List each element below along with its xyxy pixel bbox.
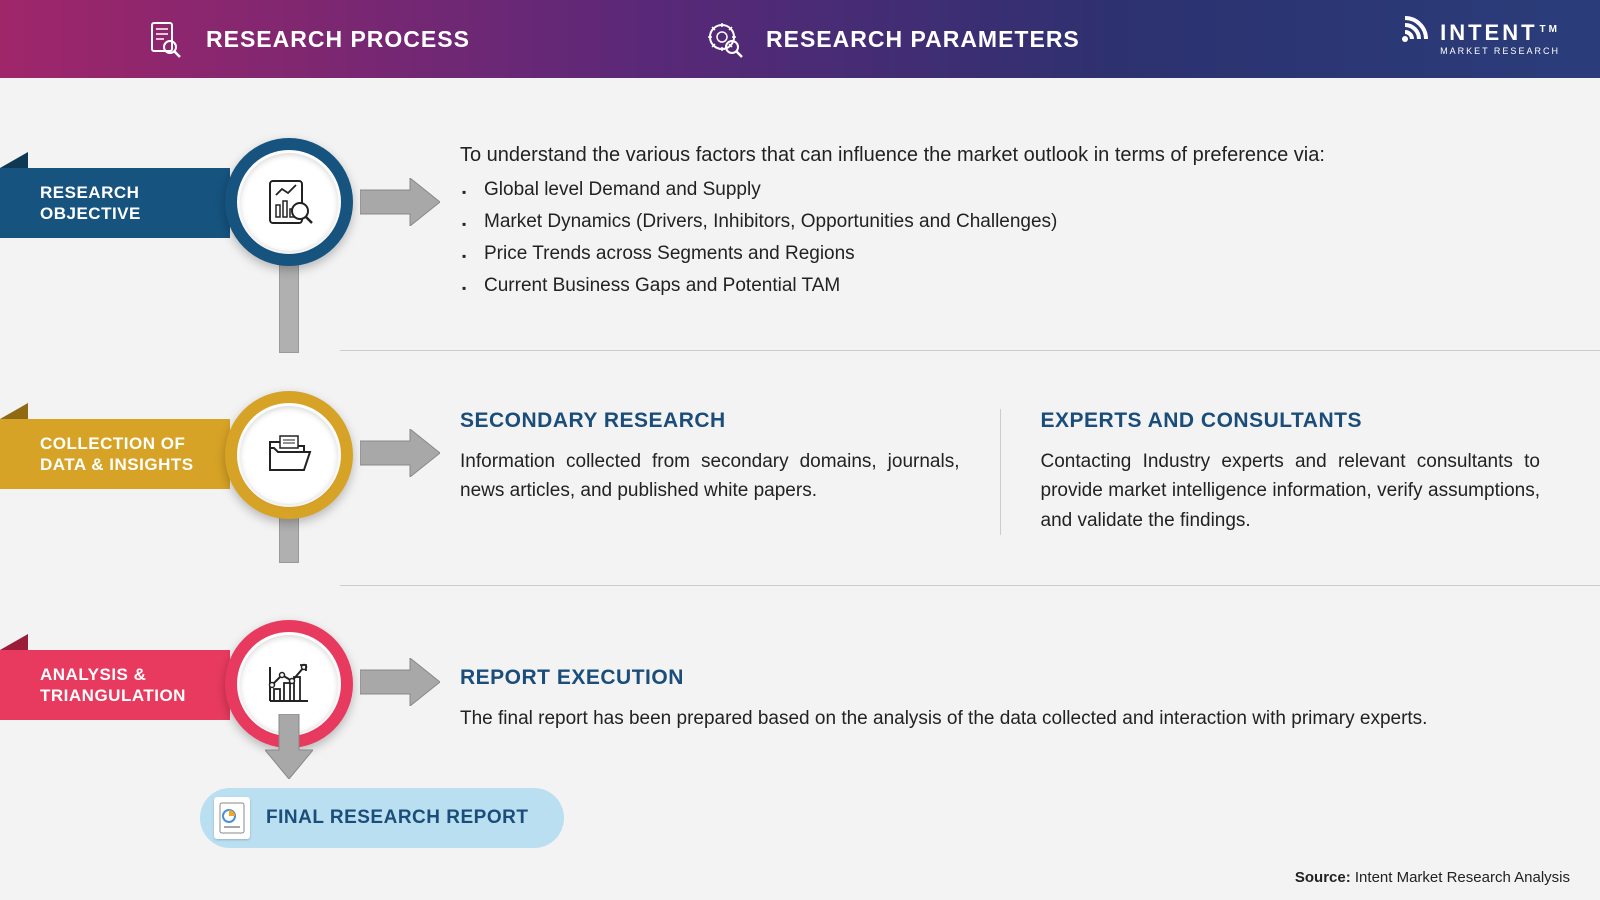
content-heading: EXPERTS AND CONSULTANTS	[1041, 409, 1541, 433]
step-research-objective: RESEARCH OBJECTIVE To und	[0, 118, 1600, 328]
step-content: SECONDARY RESEARCH Information collected…	[460, 401, 1600, 535]
step-circle	[225, 391, 353, 519]
content-column: EXPERTS AND CONSULTANTS Contacting Indus…	[1000, 409, 1541, 535]
folder-open-icon	[240, 406, 338, 504]
content-intro: To understand the various factors that c…	[460, 144, 1325, 167]
arrow-right-icon	[360, 178, 440, 226]
arrow-right-icon	[360, 658, 440, 706]
brand-logo: INTENTTM MARKET RESEARCH	[1376, 10, 1560, 68]
step-analysis-triangulation: ANALYSIS & TRIANGULATION	[0, 608, 1600, 778]
step-circle	[225, 138, 353, 266]
banner-fold	[0, 403, 28, 419]
content-column: SECONDARY RESEARCH Information collected…	[460, 409, 1000, 535]
step-label: ANALYSIS & TRIANGULATION	[40, 664, 230, 707]
step-content: To understand the various factors that c…	[460, 140, 1385, 307]
arrow-down-icon	[265, 714, 313, 774]
source-attribution: Source: Intent Market Research Analysis	[1295, 869, 1570, 886]
divider-line	[340, 585, 1600, 586]
logo-sub-text: MARKET RESEARCH	[1440, 46, 1560, 56]
divider-line	[340, 350, 1600, 351]
final-report-label: FINAL RESEARCH REPORT	[266, 807, 528, 829]
step-label: RESEARCH OBJECTIVE	[40, 182, 230, 225]
step-banner: COLLECTION OF DATA & INSIGHTS	[0, 419, 230, 489]
logo-arc-icon	[1376, 10, 1434, 68]
step-content: REPORT EXECUTION The final report has be…	[460, 652, 1487, 733]
doc-chart-search-icon	[240, 153, 338, 251]
content-heading: SECONDARY RESEARCH	[460, 409, 960, 433]
bullet-item: Market Dynamics (Drivers, Inhibitors, Op…	[484, 211, 1325, 233]
step-banner: RESEARCH OBJECTIVE	[0, 168, 230, 238]
banner-fold	[0, 634, 28, 650]
step-banner: ANALYSIS & TRIANGULATION	[0, 650, 230, 720]
header-left-title: RESEARCH PROCESS	[206, 26, 470, 53]
header-right-title: RESEARCH PARAMETERS	[766, 26, 1080, 53]
process-diagram: RESEARCH OBJECTIVE To und	[0, 78, 1600, 900]
content-bullets: Global level Demand and Supply Market Dy…	[460, 179, 1325, 297]
arrow-right-icon	[360, 429, 440, 477]
final-report-pill: FINAL RESEARCH REPORT	[200, 788, 564, 848]
document-search-icon	[140, 15, 188, 63]
step-data-collection: COLLECTION OF DATA & INSIGHTS	[0, 373, 1600, 563]
content-body: Information collected from secondary dom…	[460, 447, 960, 506]
bullet-item: Global level Demand and Supply	[484, 179, 1325, 201]
content-body: The final report has been prepared based…	[460, 704, 1427, 733]
step-label: COLLECTION OF DATA & INSIGHTS	[40, 433, 230, 476]
gear-search-icon	[700, 15, 748, 63]
report-document-icon	[214, 797, 250, 839]
logo-main-text: INTENTTM	[1440, 22, 1560, 44]
bullet-item: Current Business Gaps and Potential TAM	[484, 275, 1325, 297]
bullet-item: Price Trends across Segments and Regions	[484, 243, 1325, 265]
banner-fold	[0, 152, 28, 168]
header-left: RESEARCH PROCESS	[140, 15, 700, 63]
content-heading: REPORT EXECUTION	[460, 666, 1427, 690]
header-bar: RESEARCH PROCESS RESEARCH PARAMETERS	[0, 0, 1600, 78]
content-body: Contacting Industry experts and relevant…	[1041, 447, 1541, 535]
